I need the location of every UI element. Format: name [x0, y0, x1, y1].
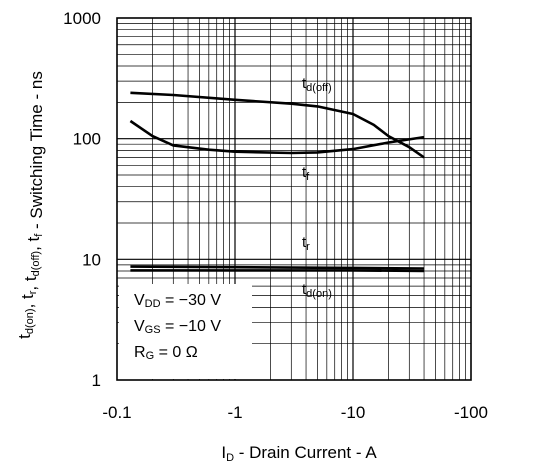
- x-tick-label: -100: [454, 403, 488, 422]
- series-line-tr: [130, 265, 425, 270]
- y-axis-label: td(on), tr, td(off), tf - Switching Time…: [15, 71, 46, 339]
- series-labels: td(off) tf tr td(on): [302, 75, 332, 300]
- condition-line: VDD = −30 V: [134, 292, 221, 310]
- series-label: td(off): [302, 75, 332, 94]
- tick-labels: -0.1 -1 -10 -100 1 10 100 1000: [63, 9, 488, 422]
- condition-line: VGS = −10 V: [134, 318, 221, 336]
- y-tick-label: 100: [73, 130, 101, 149]
- x-tick-label: -10: [341, 403, 366, 422]
- test-conditions: VDD = −30 V VGS = −10 V RG = 0 Ω: [119, 284, 252, 379]
- series-label: tf: [302, 164, 310, 183]
- plot-frame: [116, 17, 472, 381]
- series-line-tf: [129, 119, 425, 155]
- series-line-td-on: [130, 269, 425, 273]
- x-axis-label: ID - Drain Current - A: [221, 443, 377, 464]
- y-tick-label: 1000: [63, 9, 101, 28]
- conditions-box: [119, 284, 252, 379]
- y-tick-label: 1: [92, 371, 101, 390]
- x-tick-label: -0.1: [102, 403, 131, 422]
- series-label: tr: [302, 234, 310, 253]
- series-group: [129, 91, 425, 273]
- condition-line: RG = 0 Ω: [134, 344, 198, 362]
- y-tick-label: 10: [82, 250, 101, 269]
- x-tick-label: -1: [227, 403, 242, 422]
- grid: [117, 18, 471, 380]
- series-label: td(on): [302, 281, 332, 300]
